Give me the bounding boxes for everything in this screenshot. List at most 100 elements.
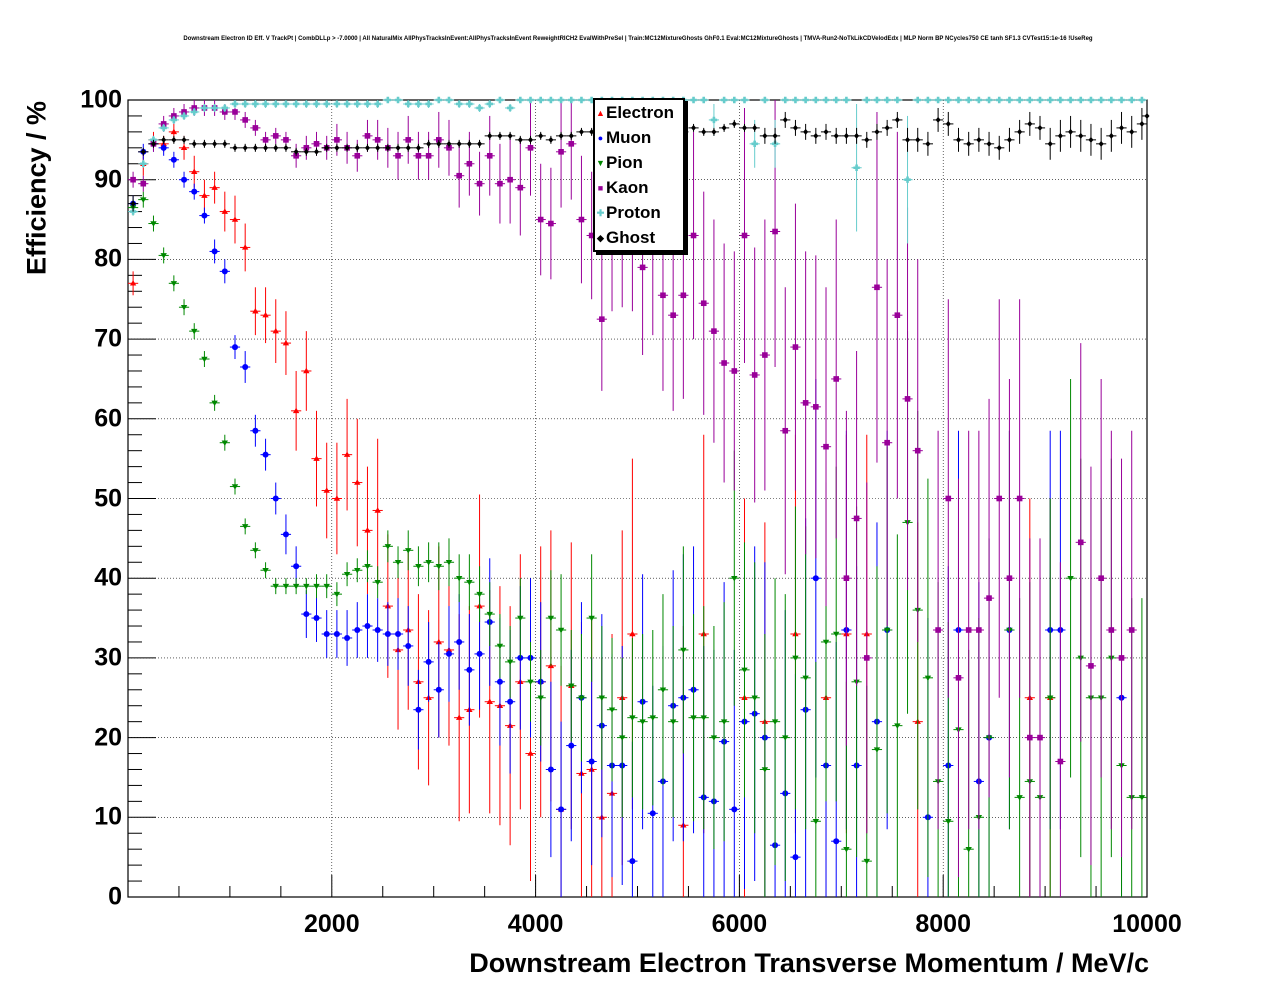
data-point bbox=[240, 143, 251, 152]
data-point bbox=[443, 538, 455, 587]
marker-cross bbox=[1097, 96, 1105, 104]
data-point bbox=[352, 143, 363, 152]
legend-item-ghost: ◆ Ghost bbox=[595, 225, 683, 250]
marker-triangle-up bbox=[343, 451, 351, 457]
data-point bbox=[1014, 96, 1025, 104]
legend-label: Pion bbox=[606, 153, 643, 172]
marker-triangle-down bbox=[486, 611, 493, 618]
marker-triangle-down bbox=[252, 548, 259, 554]
marker-triangle-down bbox=[303, 583, 310, 590]
marker-square bbox=[568, 141, 575, 147]
marker-triangle-up bbox=[333, 495, 341, 501]
marker-diamond bbox=[711, 128, 717, 135]
marker-square bbox=[252, 125, 259, 131]
marker-cross bbox=[741, 96, 748, 104]
data-point bbox=[973, 127, 984, 152]
marker-square bbox=[680, 292, 687, 299]
data-point bbox=[1045, 96, 1056, 104]
marker-cross bbox=[1118, 96, 1125, 104]
legend-item-electron: ▲Electron bbox=[595, 100, 683, 125]
marker-triangle-down bbox=[833, 631, 840, 638]
data-point bbox=[820, 287, 832, 607]
marker-square bbox=[935, 627, 941, 633]
marker-triangle-up bbox=[303, 367, 310, 374]
marker-cross bbox=[904, 176, 911, 183]
data-point bbox=[352, 558, 363, 583]
data-point bbox=[372, 598, 383, 662]
marker-cross bbox=[1138, 96, 1146, 104]
marker-square bbox=[507, 176, 513, 183]
marker-triangle-up bbox=[292, 407, 300, 414]
marker-triangle-down bbox=[700, 715, 707, 721]
marker-diamond bbox=[232, 144, 238, 151]
marker-triangle-down bbox=[170, 281, 178, 287]
data-point bbox=[199, 351, 210, 367]
y-tick-label: 60 bbox=[94, 404, 122, 433]
marker-circle bbox=[303, 611, 310, 618]
marker-triangle-down bbox=[517, 615, 524, 622]
data-point bbox=[1096, 96, 1107, 104]
data-point bbox=[576, 127, 587, 136]
marker-square bbox=[425, 152, 432, 159]
data-point bbox=[841, 410, 852, 746]
marker-diamond bbox=[843, 132, 849, 139]
data-point bbox=[882, 259, 893, 627]
marker-triangle-down bbox=[405, 548, 412, 554]
marker-triangle-down bbox=[680, 647, 687, 654]
marker-circle bbox=[456, 638, 463, 645]
legend-marker-icon: ▲ bbox=[596, 108, 605, 119]
data-point bbox=[576, 155, 587, 284]
data-series bbox=[128, 96, 1150, 897]
data-point bbox=[1085, 466, 1097, 866]
data-point bbox=[1014, 119, 1025, 144]
marker-cross bbox=[996, 96, 1003, 104]
marker-triangle-down bbox=[863, 858, 870, 865]
data-point bbox=[280, 514, 292, 555]
data-point bbox=[861, 131, 872, 148]
marker-triangle-down bbox=[231, 484, 239, 490]
marker-square bbox=[456, 172, 462, 179]
data-point bbox=[392, 598, 404, 670]
marker-cross bbox=[221, 104, 229, 112]
data-point bbox=[189, 139, 200, 148]
data-point bbox=[1045, 498, 1056, 897]
data-point bbox=[280, 143, 292, 152]
data-point bbox=[566, 100, 577, 200]
data-point bbox=[250, 119, 261, 136]
data-point bbox=[311, 574, 322, 599]
marker-cross bbox=[588, 96, 595, 104]
marker-square bbox=[833, 376, 840, 382]
marker-triangle-down bbox=[191, 328, 198, 335]
marker-diamond bbox=[823, 128, 829, 135]
y-tick-label: 40 bbox=[94, 563, 122, 592]
data-point bbox=[708, 626, 720, 850]
marker-cross bbox=[557, 96, 565, 104]
data-point bbox=[464, 554, 475, 611]
marker-triangle-up bbox=[191, 168, 198, 174]
data-point bbox=[953, 127, 964, 152]
marker-diamond bbox=[976, 136, 982, 143]
data-point bbox=[199, 103, 210, 112]
data-point bbox=[280, 100, 292, 108]
data-point bbox=[1136, 96, 1147, 104]
marker-cross bbox=[364, 100, 371, 108]
marker-diamond bbox=[395, 144, 401, 151]
marker-triangle-down bbox=[792, 655, 799, 662]
marker-cross bbox=[700, 96, 707, 104]
data-point bbox=[545, 681, 556, 858]
marker-diamond bbox=[1037, 124, 1043, 131]
data-point bbox=[168, 135, 179, 144]
data-point bbox=[454, 139, 465, 148]
data-point bbox=[301, 147, 312, 156]
data-point bbox=[922, 478, 934, 878]
data-point bbox=[749, 123, 760, 132]
data-point bbox=[780, 594, 791, 882]
marker-cross bbox=[323, 100, 330, 108]
marker-square bbox=[334, 137, 340, 143]
legend-label: Kaon bbox=[606, 178, 649, 197]
data-point bbox=[464, 100, 475, 108]
data-point bbox=[810, 661, 821, 897]
marker-square bbox=[904, 396, 911, 402]
data-point bbox=[301, 100, 312, 108]
